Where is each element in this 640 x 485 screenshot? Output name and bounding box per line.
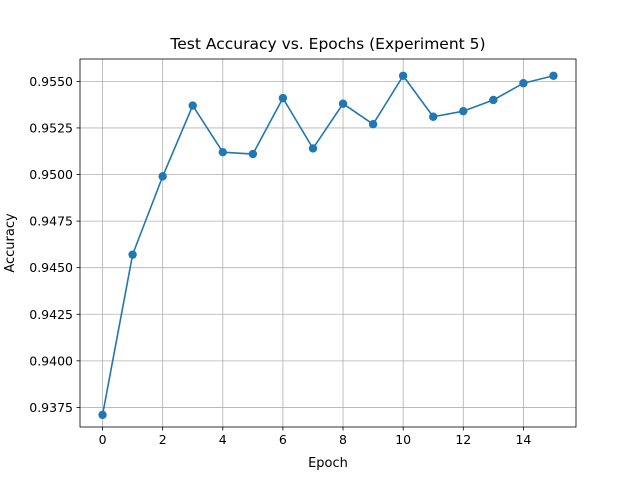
y-axis-title: Accuracy <box>3 213 18 273</box>
data-point <box>98 410 107 420</box>
data-point <box>398 71 408 80</box>
data-point <box>278 93 288 103</box>
y-tick-label: 0.9425 <box>29 307 73 322</box>
data-point <box>218 147 227 157</box>
y-tick-label: 0.9525 <box>29 120 73 135</box>
data-point <box>158 172 167 181</box>
y-tick-label: 0.9400 <box>29 353 73 368</box>
data-point <box>128 250 137 259</box>
data-point <box>248 149 258 159</box>
data-point <box>519 79 528 88</box>
axis-ticks: 0 2 4 6 8 10 12 14 0.9375 0.9400 0.9425 0.9450 0.947… <box>29 74 531 447</box>
data-point <box>188 101 197 110</box>
x-tick-label: 12 <box>455 432 471 447</box>
series-line <box>101 74 554 416</box>
x-tick-label: 14 <box>515 432 531 447</box>
y-tick-label: 0.9475 <box>29 214 73 229</box>
plot-frame <box>79 58 577 428</box>
x-tick-label: 2 <box>159 432 167 447</box>
data-point <box>308 144 318 153</box>
x-tick-label: 6 <box>279 432 287 447</box>
data-point <box>489 95 498 105</box>
x-tick-label: 10 <box>395 432 411 447</box>
x-tick-label: 4 <box>219 432 227 447</box>
data-point <box>429 112 438 121</box>
y-tick-label: 0.9450 <box>29 260 73 275</box>
y-tick-label: 0.9500 <box>29 167 73 182</box>
data-point <box>368 120 378 129</box>
series-layer <box>98 71 558 420</box>
data-point <box>338 99 348 108</box>
data-point <box>549 71 558 80</box>
x-axis-title: Epoch <box>308 456 348 471</box>
x-tick-label: 8 <box>339 432 347 447</box>
y-tick-label: 0.9375 <box>29 400 73 415</box>
y-tick-label: 0.9550 <box>29 74 73 89</box>
data-point <box>459 106 468 116</box>
grid-lines <box>80 59 576 427</box>
chart-title: Test Accuracy vs. Epochs (Experiment 5) <box>169 35 485 53</box>
x-tick-label: 0 <box>99 432 107 447</box>
